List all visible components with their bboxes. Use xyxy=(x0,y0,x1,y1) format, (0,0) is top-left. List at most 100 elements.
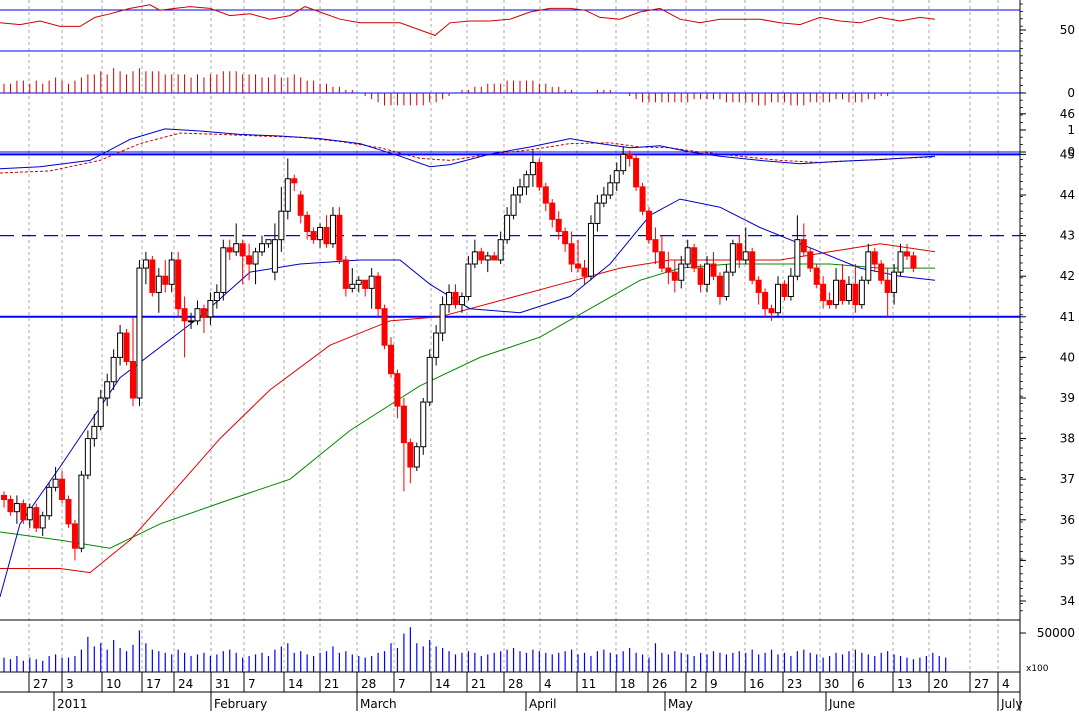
candle-body xyxy=(633,157,640,188)
candle-body xyxy=(226,247,233,253)
candle-body xyxy=(858,279,865,306)
candle-body xyxy=(381,308,388,346)
macd-tick-label: 1 xyxy=(1067,123,1075,137)
candle-body xyxy=(878,263,885,281)
candle-body xyxy=(188,320,195,323)
candle-body xyxy=(600,194,607,204)
month-label: May xyxy=(668,697,693,711)
price-tick-label: 38 xyxy=(1060,432,1075,446)
candle-body xyxy=(304,214,311,233)
candle-body xyxy=(413,446,420,468)
candle-body xyxy=(84,438,91,476)
candle-body xyxy=(575,263,582,269)
candle-body xyxy=(529,162,536,176)
candle-body xyxy=(349,283,356,289)
candle-body xyxy=(704,263,711,285)
candle-body xyxy=(329,214,336,245)
candle-body xyxy=(736,243,743,261)
date-tick-label: 24 xyxy=(178,677,193,691)
candle-body xyxy=(439,304,446,334)
candle-body xyxy=(781,283,788,298)
candle-body xyxy=(768,308,775,314)
candle-body xyxy=(723,271,730,298)
candle-body xyxy=(355,279,362,285)
volume-tick-label: 50000 xyxy=(1037,626,1075,640)
month-label: March xyxy=(360,697,397,711)
candle-body xyxy=(904,251,910,257)
candle-body xyxy=(497,239,504,261)
candle-body xyxy=(278,210,285,241)
candle-body xyxy=(775,283,781,314)
candle-body xyxy=(871,251,878,265)
candle-body xyxy=(562,231,569,245)
candle-body xyxy=(813,267,820,285)
date-tick-label: 21 xyxy=(324,677,339,691)
date-tick-label: 28 xyxy=(508,677,523,691)
candle-body xyxy=(213,291,220,302)
candle-body xyxy=(787,275,794,298)
candle-body xyxy=(39,515,46,529)
candle-body xyxy=(491,255,498,261)
candle-body xyxy=(1,494,7,501)
candle-body xyxy=(200,308,207,318)
candle-body xyxy=(168,259,175,285)
candle-body xyxy=(336,214,343,261)
candle-body xyxy=(7,499,14,513)
candle-body xyxy=(284,178,291,212)
candle-body xyxy=(394,373,401,407)
candle-body xyxy=(820,283,827,302)
volume-panel xyxy=(3,627,947,672)
candle-body xyxy=(826,300,833,306)
candle-body xyxy=(658,251,665,269)
date-tick-label: 11 xyxy=(581,677,596,691)
candle-body xyxy=(420,401,427,448)
candle-body xyxy=(175,259,182,310)
date-tick-label: 28 xyxy=(361,677,376,691)
candle-body xyxy=(149,259,156,293)
candle-body xyxy=(65,499,72,525)
rsi-line xyxy=(0,4,936,36)
candle-body xyxy=(684,247,691,265)
candle-body xyxy=(884,279,891,293)
price-tick-label: 36 xyxy=(1060,513,1075,527)
date-tick-label: 4 xyxy=(1002,677,1010,691)
candle-body xyxy=(71,523,78,549)
candle-body xyxy=(20,503,27,521)
candle-body xyxy=(233,243,240,253)
candle-body xyxy=(581,267,588,277)
date-tick-label: 14 xyxy=(435,677,450,691)
candle-body xyxy=(155,275,162,293)
candle-body xyxy=(452,291,459,306)
right-axis: 34 35 36 37 38 39 40 41 42 43 44 45 46 50 0 1 0 50000 x100 xyxy=(1020,3,1075,674)
candle-body xyxy=(162,275,169,285)
candle-body xyxy=(181,308,188,322)
candle-body xyxy=(458,296,465,306)
month-label: June xyxy=(828,697,855,711)
candle-body xyxy=(297,194,304,216)
candle-body xyxy=(865,251,872,281)
candle-body xyxy=(46,486,53,517)
candle-body xyxy=(807,251,814,269)
candle-body xyxy=(239,243,246,257)
price-tick-label: 37 xyxy=(1060,472,1075,486)
candle-body xyxy=(33,507,40,529)
candle-body xyxy=(646,210,652,241)
candle-body xyxy=(587,222,594,277)
candle-body xyxy=(97,397,104,427)
date-tick-label: 14 xyxy=(288,677,303,691)
candle-body xyxy=(362,279,369,289)
candle-body xyxy=(852,283,859,306)
candle-body xyxy=(446,291,453,306)
date-tick-label: 6 xyxy=(857,677,865,691)
price-tick-label: 44 xyxy=(1060,188,1075,202)
macd-signal-line xyxy=(0,132,936,174)
candle-body xyxy=(110,356,117,383)
candle-body xyxy=(130,360,136,399)
candle-body xyxy=(620,153,627,172)
price-tick-label: 42 xyxy=(1060,269,1075,283)
candle-body xyxy=(897,251,904,273)
date-tick-label: 10 xyxy=(106,677,121,691)
candle-body xyxy=(555,218,562,233)
volume-unit-label: x100 xyxy=(1026,664,1049,674)
